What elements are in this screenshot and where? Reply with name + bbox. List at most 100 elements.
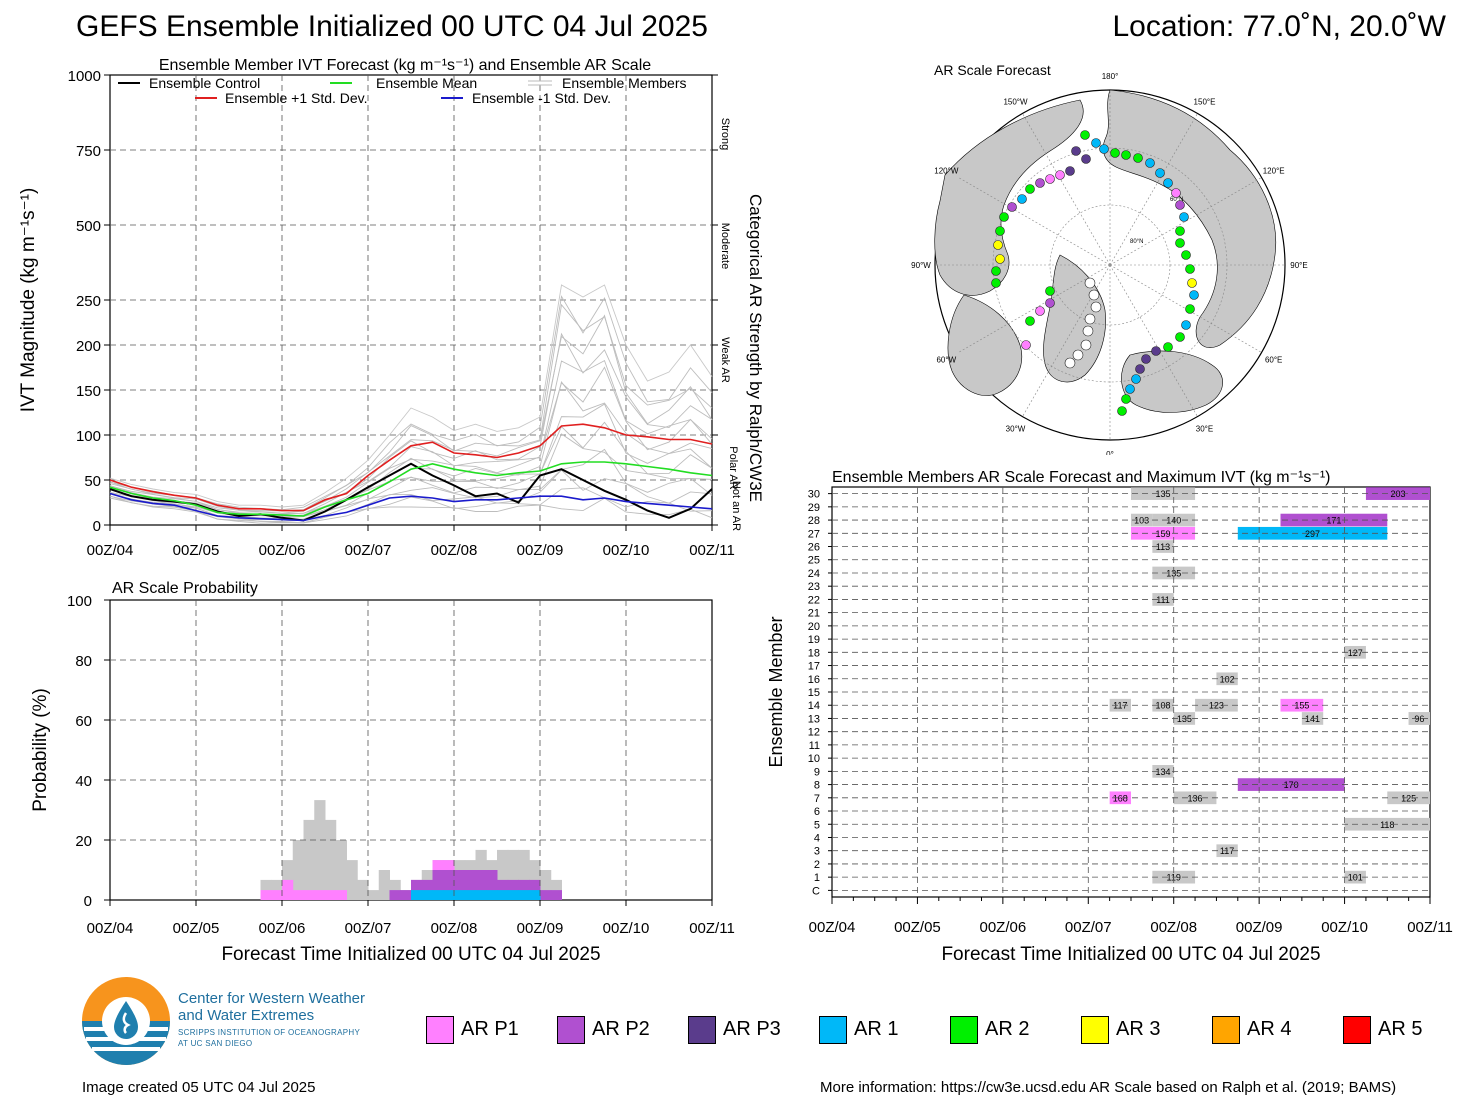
ivt-member-line xyxy=(109,497,713,524)
legend-swatch-ar-p3 xyxy=(688,1016,716,1044)
member-event-label: 134 xyxy=(1156,767,1171,777)
member-event-label: 127 xyxy=(1348,648,1363,658)
map-ar-dot xyxy=(1155,168,1165,178)
prob-tick-label-x: 00Z/07 xyxy=(345,920,392,937)
member-event-label: 136 xyxy=(1188,793,1203,803)
member-event-bar xyxy=(1131,513,1153,527)
legend-swatch-ar3 xyxy=(1081,1016,1109,1044)
member-tick-label: 8 xyxy=(814,780,820,792)
prob-bar xyxy=(497,890,509,900)
map-ar-dot xyxy=(1133,153,1143,163)
ivt-category-label: Not an AR xyxy=(730,481,742,531)
prob-bar xyxy=(260,890,272,900)
ivt-tick-label-x: 00Z/04 xyxy=(87,542,134,559)
legend-label-ar3: AR 3 xyxy=(1116,1018,1161,1040)
legend-plus-label: Ensemble +1 Std. Dev. xyxy=(225,90,368,106)
footer-info: More information: https://cw3e.ucsd.edu … xyxy=(820,1079,1397,1096)
prob-bar xyxy=(292,890,304,900)
prob-bar xyxy=(540,890,552,900)
map-ar-dot xyxy=(1007,202,1017,212)
map-ar-dot xyxy=(1185,304,1195,314)
prob-bar xyxy=(389,890,401,900)
legend-label-ar4: AR 4 xyxy=(1247,1018,1292,1040)
legend-swatch-ar-p2 xyxy=(557,1016,585,1044)
map-ar-dot xyxy=(1025,184,1035,194)
ivt-tick-label-y: 200 xyxy=(76,338,101,355)
map-ar-dot xyxy=(1145,158,1155,168)
member-tick-label: 6 xyxy=(814,806,820,818)
prob-tick-label-y: 60 xyxy=(75,713,92,730)
member-tick-label: 12 xyxy=(808,727,820,739)
member-event-label: 123 xyxy=(1209,701,1224,711)
prob-bar xyxy=(507,879,519,900)
member-event-label: 159 xyxy=(1156,529,1171,539)
prob-bar xyxy=(540,870,552,900)
map-latitude-label: 80°N xyxy=(1130,239,1143,245)
prob-bar xyxy=(486,890,498,900)
ivt-member-line xyxy=(109,433,713,520)
ivt-tick-label-x: 00Z/06 xyxy=(259,542,306,559)
prob-bar xyxy=(314,800,326,900)
prob-tick-label-x: 00Z/05 xyxy=(173,920,220,937)
chart-title: GEFS Ensemble Initialized 00 UTC 04 Jul … xyxy=(76,10,708,43)
ivt-tick-label-y: 750 xyxy=(76,143,101,160)
prob-tick-label-y: 80 xyxy=(75,653,92,670)
member-event-label: 125 xyxy=(1401,793,1416,803)
member-event-label: 135 xyxy=(1177,714,1192,724)
member-event-label: 168 xyxy=(1113,793,1128,803)
member-tick-label-x: 00Z/08 xyxy=(1150,919,1197,936)
ivt-category-label: Weak AR xyxy=(719,337,731,383)
ivt-tick-label-y: 50 xyxy=(84,473,101,490)
ivt-tick-label-x: 00Z/10 xyxy=(603,542,650,559)
member-tick-label: 30 xyxy=(808,489,820,501)
legend-label-ar-p3: AR P3 xyxy=(723,1018,781,1040)
prob-bar xyxy=(475,870,487,900)
member-tick-label: 17 xyxy=(808,661,820,673)
prob-bar xyxy=(260,879,272,900)
member-event-bar xyxy=(1109,791,1131,805)
ar-scale-map: 180° 150°E 120°E 90°E 60°E 30°E 0° 30°W 60°W 90°W… xyxy=(911,62,1308,455)
map-ar-dot xyxy=(1064,357,1076,369)
ivt-y-axis-title: IVT Magnitude (kg m⁻¹s⁻¹) xyxy=(18,188,39,413)
member-y-axis-title: Ensemble Member xyxy=(766,616,786,767)
map-ar-dot xyxy=(1071,146,1081,156)
map-ar-dot xyxy=(1080,339,1092,351)
ivt-tick-label-y: 150 xyxy=(76,383,101,400)
member-tick-label: 15 xyxy=(808,687,820,699)
prob-bar xyxy=(518,879,530,900)
member-event-label: 103 xyxy=(1134,516,1149,526)
member-tick-label: 25 xyxy=(808,555,820,567)
map-ar-dot xyxy=(995,254,1005,264)
map-ar-dot xyxy=(1185,264,1195,274)
prob-bar xyxy=(335,840,347,900)
logo-line2: and Water Extremes xyxy=(178,1007,315,1024)
map-longitude-label: 30°W xyxy=(1006,425,1026,434)
cw3e-logo xyxy=(82,977,170,1065)
ivt-member-line xyxy=(109,295,713,511)
prob-bar xyxy=(303,890,315,900)
map-ar-dot xyxy=(1125,384,1135,394)
prob-y-axis-title: Probability (%) xyxy=(30,688,51,812)
legend-label-ar2: AR 2 xyxy=(985,1018,1030,1040)
map-longitude-label: 90°E xyxy=(1290,261,1307,270)
legend-control-label: Ensemble Control xyxy=(149,75,260,91)
legend-swatch-ar2 xyxy=(950,1016,978,1044)
legend-swatch-ar1 xyxy=(819,1016,847,1044)
ivt-category-label: Moderate xyxy=(719,223,731,269)
prob-tick-label-x: 00Z/11 xyxy=(689,920,735,937)
map-ar-dot xyxy=(1179,212,1189,222)
map-ar-dot xyxy=(1017,194,1027,204)
member-tick-label: 16 xyxy=(808,674,820,686)
prob-bar xyxy=(550,879,562,900)
legend-label-ar-p2: AR P2 xyxy=(592,1018,650,1040)
member-tick-label: 11 xyxy=(809,740,820,752)
map-ar-dot xyxy=(991,278,1001,288)
member-event-label: 141 xyxy=(1305,714,1320,724)
member-event-label: 96 xyxy=(1414,714,1424,724)
ivt-tick-label-y: 0 xyxy=(93,518,101,535)
member-event-bar xyxy=(1408,712,1430,725)
prob-bar xyxy=(507,890,519,900)
ivt-tick-label-y: 500 xyxy=(76,218,101,235)
member-tick-label: 26 xyxy=(808,542,820,554)
map-ar-dot xyxy=(1065,166,1075,176)
